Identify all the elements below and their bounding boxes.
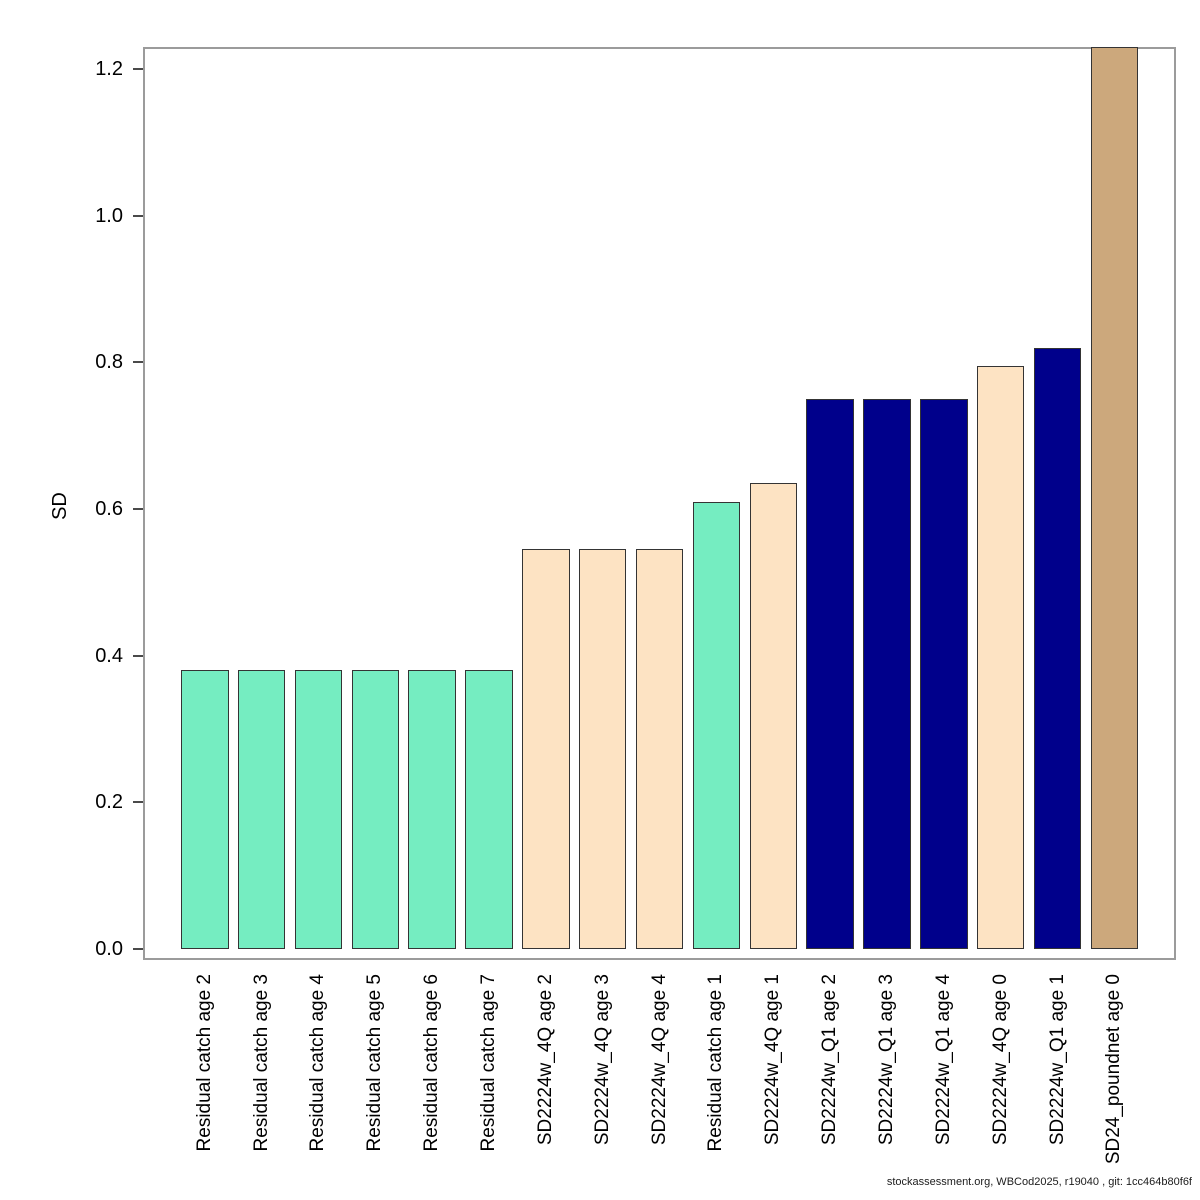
x-tick-label-4: Residual catch age 6 [421, 974, 443, 1152]
x-tick-label-14: SD2224w_4Q age 0 [989, 974, 1011, 1146]
x-tick-label-11: SD2224w_Q1 age 2 [819, 974, 841, 1146]
chart-bar-0 [181, 670, 229, 949]
x-tick-label-16: SD24_poundnet age 0 [1103, 974, 1125, 1165]
y-tick-label-3: 0.6 [95, 498, 123, 520]
x-tick-label-3: Residual catch age 5 [364, 974, 386, 1152]
chart-bar-10 [749, 483, 797, 949]
chart-bar-6 [522, 549, 570, 949]
x-tick-label-10: SD2224w_4Q age 1 [762, 974, 784, 1146]
x-tick-label-15: SD2224w_Q1 age 1 [1046, 974, 1068, 1146]
y-tick-mark-6 [133, 68, 143, 70]
y-tick-mark-3 [133, 508, 143, 510]
footer-watermark: stockassessment.org, WBCod2025, r19040 ,… [886, 1176, 1192, 1188]
chart-bar-15 [1033, 347, 1082, 949]
x-tick-label-13: SD2224w_Q1 age 4 [932, 974, 954, 1146]
y-tick-mark-2 [133, 654, 143, 657]
x-tick-label-12: SD2224w_Q1 age 3 [875, 974, 897, 1146]
chart-bar-16 [1090, 47, 1139, 949]
x-tick-label-8: SD2224w_4Q age 4 [648, 974, 670, 1146]
chart-bar-8 [635, 549, 684, 949]
y-tick-mark-0 [133, 948, 143, 950]
chart-bar-7 [578, 549, 627, 949]
chart-bar-1 [237, 670, 286, 949]
chart-bar-12 [863, 399, 911, 949]
y-axis-title: SD [49, 492, 71, 520]
chart-bar-5 [465, 670, 513, 949]
x-tick-label-7: SD2224w_4Q age 3 [591, 974, 613, 1146]
chart-bar-11 [806, 399, 854, 949]
y-tick-label-6: 1.2 [95, 58, 123, 80]
x-tick-label-9: Residual catch age 1 [705, 974, 727, 1152]
x-tick-label-1: Residual catch age 3 [250, 974, 272, 1152]
chart-bar-3 [351, 670, 400, 949]
chart-bar-9 [692, 501, 741, 949]
y-tick-mark-5 [133, 214, 143, 217]
y-tick-label-0: 0.0 [95, 938, 123, 960]
y-tick-mark-4 [133, 361, 143, 364]
x-tick-label-5: Residual catch age 7 [478, 974, 499, 1152]
chart-bar-14 [976, 366, 1025, 949]
y-tick-label-5: 1.0 [95, 204, 123, 227]
y-tick-mark-1 [133, 801, 143, 804]
chart-bar-2 [294, 670, 343, 949]
x-tick-label-0: Residual catch age 2 [193, 974, 215, 1152]
x-tick-label-2: Residual catch age 4 [307, 974, 329, 1152]
y-tick-label-2: 0.4 [95, 644, 123, 667]
x-tick-label-6: SD2224w_4Q age 2 [534, 974, 556, 1146]
chart-bar-13 [920, 399, 968, 949]
chart-bar-4 [408, 670, 456, 949]
y-tick-label-1: 0.2 [95, 791, 123, 814]
y-tick-label-4: 0.8 [95, 351, 123, 374]
